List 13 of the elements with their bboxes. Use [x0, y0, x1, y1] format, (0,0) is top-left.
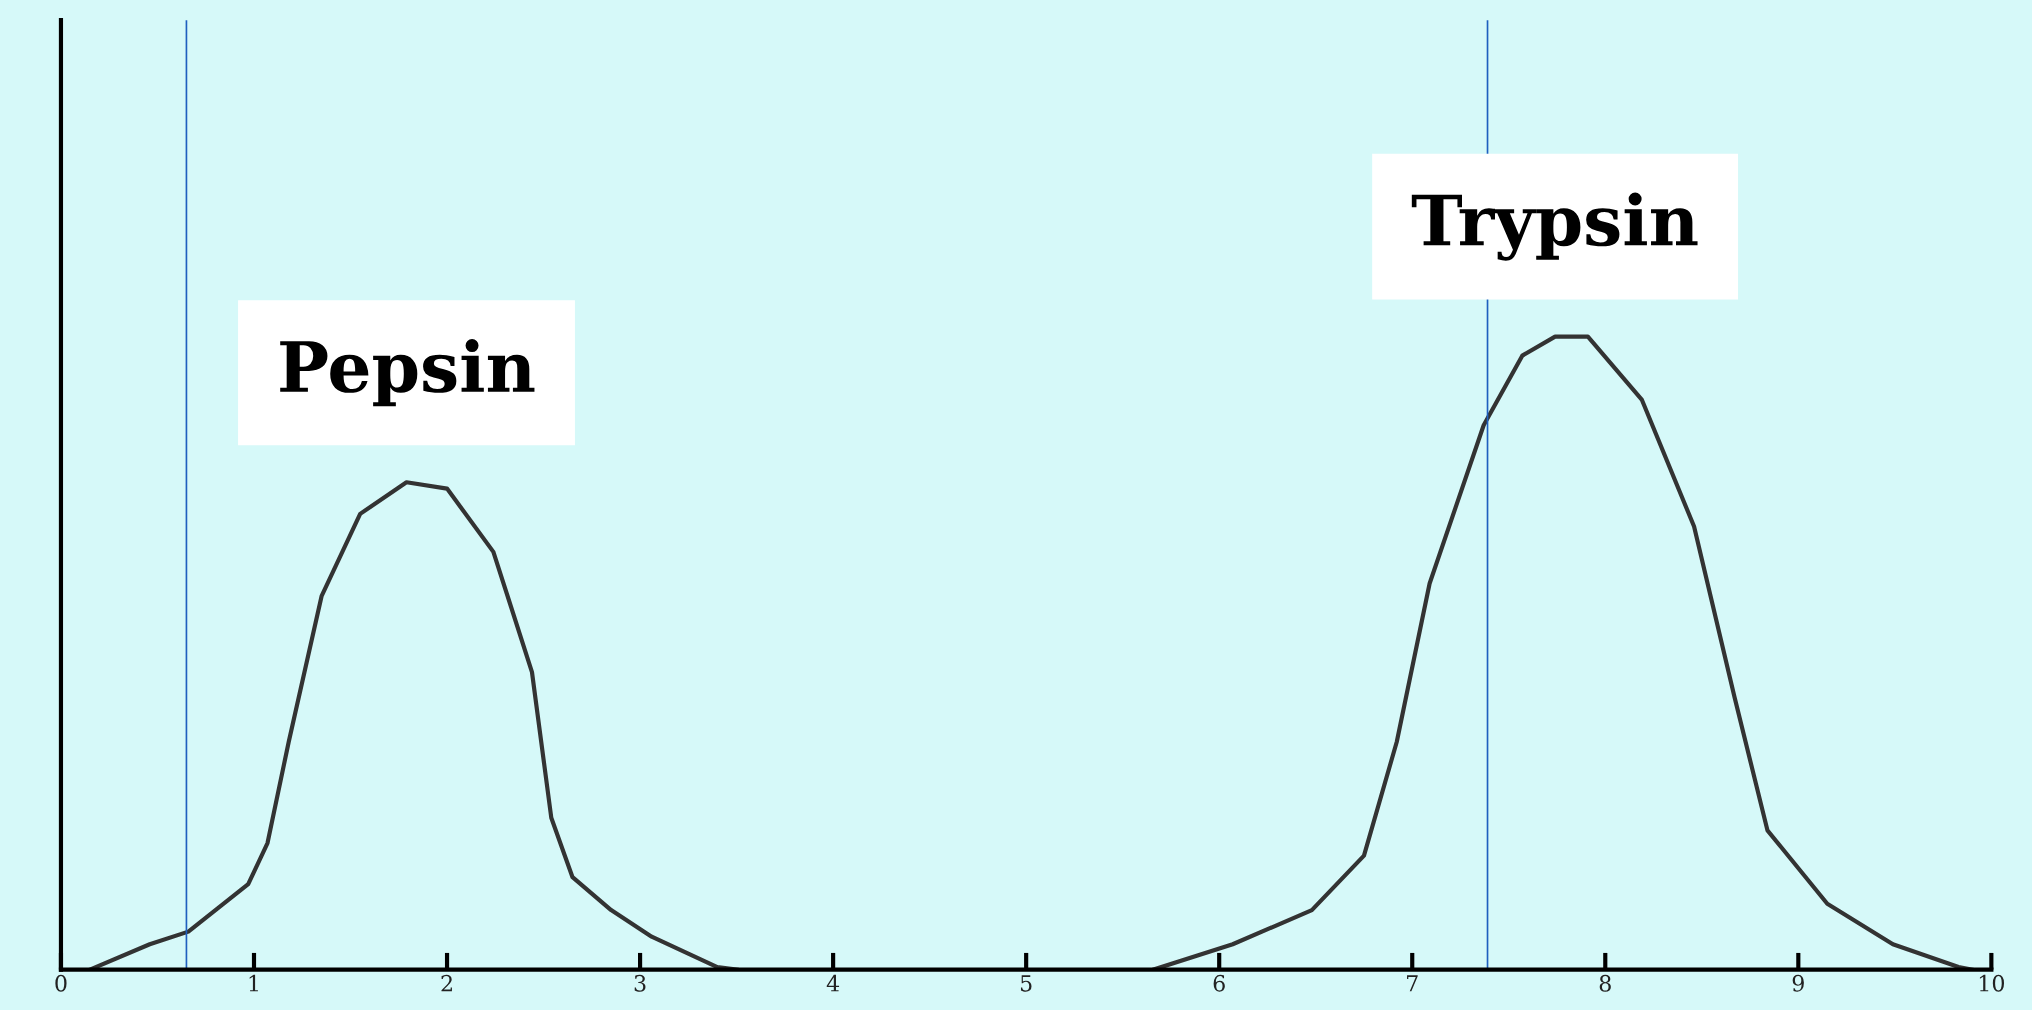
x-tick-label: 6: [1213, 974, 1225, 992]
x-tick-label: 2: [441, 974, 452, 992]
x-tick-label: 7: [1407, 975, 1418, 992]
x-tick-label: 3: [634, 974, 646, 992]
x-tick-label: 5: [1020, 975, 1032, 992]
x-tick-label: 9: [1792, 974, 1804, 992]
series-label: Trypsin: [1411, 192, 1698, 261]
x-tick-label: 8: [1599, 974, 1611, 992]
x-tick-label: 1: [249, 974, 258, 992]
x-tick-label: 4: [826, 974, 840, 992]
x-tick-label: 10: [1979, 974, 2005, 992]
series-label: Pepsin: [280, 339, 535, 407]
x-tick-label: 0: [55, 974, 67, 992]
